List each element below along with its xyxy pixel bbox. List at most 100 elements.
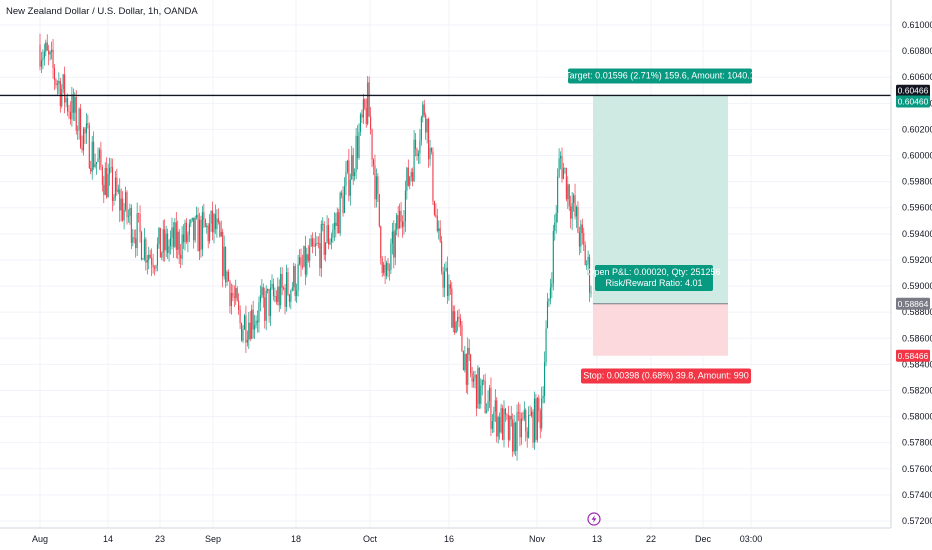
candle: [85, 112, 87, 144]
price-tick-label: 0.60000: [902, 151, 932, 161]
candle: [399, 203, 401, 229]
candle: [364, 98, 366, 111]
candle: [67, 93, 69, 117]
candle: [322, 217, 324, 232]
candle: [428, 117, 430, 168]
candle: [117, 184, 119, 195]
candle: [355, 128, 357, 180]
candle: [561, 147, 563, 183]
price-axis[interactable]: 0.610000.608000.606000.604000.602000.600…: [902, 20, 932, 526]
candle: [78, 107, 80, 140]
candle: [239, 305, 241, 329]
candle: [229, 279, 231, 314]
candle: [152, 253, 154, 274]
price-tick-label: 0.61000: [902, 20, 932, 30]
candle: [151, 248, 153, 277]
candle: [423, 99, 425, 118]
candle: [507, 405, 509, 448]
candlestick-series: [39, 33, 592, 461]
candle: [248, 311, 250, 350]
candle: [40, 51, 42, 74]
candle: [223, 235, 225, 280]
candle: [145, 236, 147, 271]
candle: [383, 261, 385, 276]
candle: [177, 220, 179, 260]
price-tick-label: 0.58000: [902, 412, 932, 422]
price-tick-label: 0.59600: [902, 203, 932, 213]
candle: [529, 405, 531, 416]
candle: [459, 314, 462, 337]
candle: [55, 78, 57, 89]
candle: [209, 214, 211, 244]
candle: [560, 151, 562, 170]
candle: [207, 222, 209, 249]
candle: [188, 219, 190, 243]
candle: [143, 228, 145, 262]
candle: [299, 249, 301, 266]
candle: [42, 49, 44, 70]
stop-zone[interactable]: [593, 303, 728, 356]
candle: [444, 263, 446, 298]
candle: [135, 229, 137, 258]
candle: [496, 397, 498, 443]
candle: [429, 139, 431, 167]
candle: [119, 178, 121, 223]
candle: [270, 280, 272, 326]
candle: [367, 76, 369, 126]
candle: [375, 168, 377, 208]
candle: [419, 129, 421, 164]
candle: [406, 167, 408, 200]
candle: [371, 128, 373, 168]
candle: [310, 234, 312, 247]
candle: [335, 212, 337, 238]
candle: [116, 168, 118, 196]
candle: [140, 230, 143, 261]
candle: [386, 260, 388, 280]
position-zones[interactable]: [593, 95, 728, 356]
candle: [100, 141, 102, 171]
target-label-text: Target: 0.01596 (2.71%) 159.6, Amount: 1…: [565, 71, 755, 81]
candle: [362, 94, 364, 124]
candle: [68, 104, 70, 120]
target-label: Target: 0.01596 (2.71%) 159.6, Amount: 1…: [565, 68, 755, 84]
candle: [539, 408, 541, 439]
candle: [513, 414, 515, 455]
candle: [39, 33, 41, 71]
candle: [178, 228, 180, 265]
candle: [169, 230, 172, 255]
candle: [165, 225, 167, 258]
candle: [312, 232, 314, 254]
time-tick-label: 18: [291, 534, 301, 544]
candle: [71, 86, 73, 127]
candle: [426, 118, 428, 144]
candle: [370, 107, 372, 135]
candle: [525, 408, 527, 442]
candle: [51, 41, 53, 60]
time-axis[interactable]: Aug 14 23 Sep 18 Oct 16 Nov 13 22 Dec 03:00: [32, 534, 762, 544]
candle: [352, 147, 354, 185]
lightning-icon[interactable]: [587, 512, 601, 526]
candle: [65, 95, 67, 108]
candle: [185, 218, 187, 244]
candle: [304, 235, 306, 286]
candle: [451, 281, 453, 328]
candle: [522, 411, 524, 421]
candle: [107, 163, 109, 198]
candle: [390, 238, 392, 275]
candle: [293, 262, 295, 291]
time-tick-label: Dec: [695, 534, 712, 544]
candle: [69, 101, 71, 125]
candle: [481, 379, 483, 396]
candle: [275, 290, 277, 305]
candle: [391, 222, 393, 255]
candle: [528, 406, 530, 439]
candle: [87, 114, 89, 129]
candle: [473, 370, 475, 388]
candle: [227, 269, 230, 282]
candle: [236, 286, 238, 302]
candle: [380, 225, 382, 265]
candle: [235, 279, 237, 305]
candle: [580, 220, 582, 254]
